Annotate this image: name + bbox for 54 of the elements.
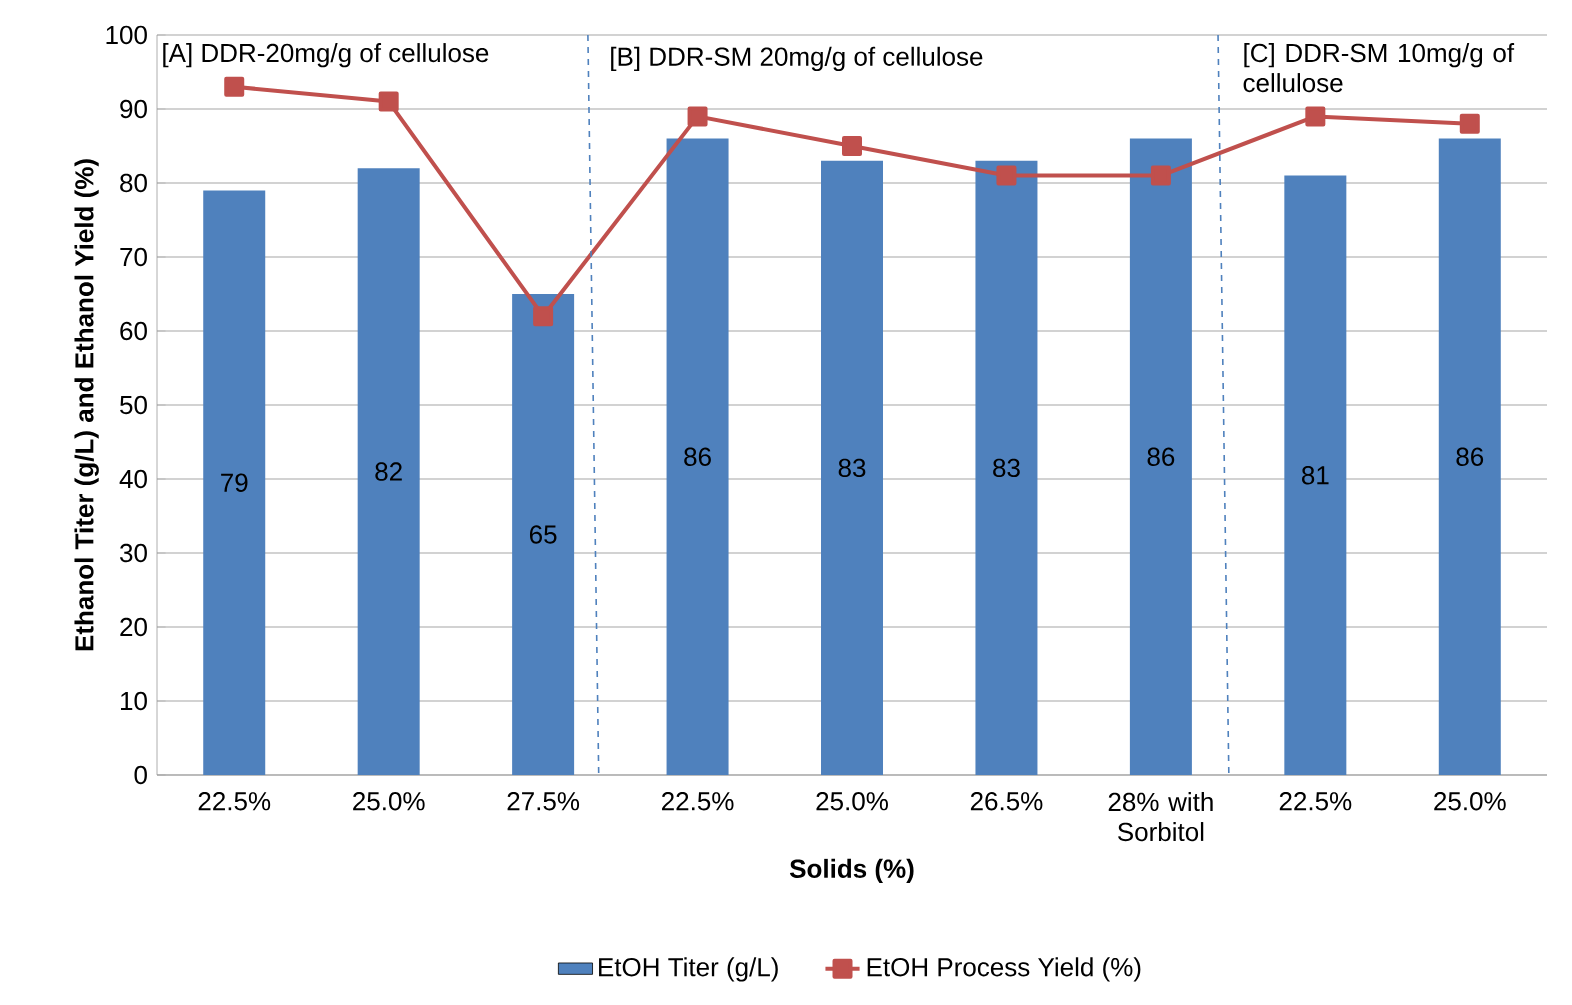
point: [996, 165, 1017, 186]
point: [1305, 106, 1326, 127]
bar: [203, 190, 266, 775]
x-axis-title: Solids (%): [789, 858, 914, 884]
y-tick-label: 70: [120, 247, 147, 267]
point: [1150, 165, 1171, 186]
x-tick-label: 25.0%: [353, 792, 425, 811]
point: [533, 306, 554, 327]
y-tick-label: 10: [121, 691, 147, 711]
x-tick-label: 25.0%: [816, 792, 888, 811]
y-tick-label: 50: [120, 395, 147, 415]
bar: [666, 138, 729, 775]
bar: [1438, 138, 1501, 775]
annotation: [B] DDR-SM 20mg/g of cellulose: [611, 46, 983, 72]
data-label: 83: [838, 458, 866, 478]
y-tick-label: 80: [120, 173, 147, 193]
point: [378, 91, 399, 112]
y-tick-label: 100: [106, 25, 147, 45]
x-tick-label: 22.5%: [1279, 792, 1352, 811]
bar: [357, 168, 420, 775]
annotation: [A] DDR-20mg/g of cellulose: [163, 43, 489, 68]
legend-label: EtOH Titer (g/L): [599, 957, 778, 982]
bar: [821, 160, 883, 775]
data-label: 86: [1147, 447, 1175, 466]
x-tick-label: 22.5%: [198, 792, 271, 811]
legend-label: EtOH Process Yield (%): [867, 957, 1141, 982]
data-label: 65: [529, 525, 557, 544]
y-tick-label: 20: [120, 617, 147, 637]
y-tick-label: 90: [120, 99, 147, 119]
y-tick-label: 0: [134, 765, 147, 785]
data-label: 82: [375, 462, 402, 481]
data-label: 81: [1302, 466, 1329, 485]
x-tick-label: 25.0%: [1434, 792, 1506, 811]
x-tick-label: 22.5%: [662, 792, 734, 811]
y-axis-title: Ethanol Titer (g/L) and Ethanol Yield (%): [74, 159, 99, 651]
point: [1459, 113, 1480, 134]
y-tick-label: 60: [120, 321, 147, 341]
data-label: 86: [684, 447, 711, 466]
bar: [975, 160, 1038, 775]
x-tick-label: 26.5%: [970, 792, 1043, 811]
bar: [1129, 138, 1192, 775]
bar: [512, 293, 575, 775]
data-label: 86: [1456, 447, 1484, 466]
point: [842, 135, 862, 156]
y-tick-label: 40: [119, 469, 147, 489]
y-tick-label: 30: [120, 543, 147, 563]
annotation: [C] DDR-SM 10mg/g of cellulose: [1243, 43, 1515, 93]
x-tick-label: 28% with Sorbitol: [1108, 792, 1213, 842]
x-tick-label: 27.5%: [507, 792, 580, 811]
data-label: 79: [221, 473, 248, 492]
bar: [1284, 175, 1347, 775]
point: [224, 76, 245, 97]
point: [687, 106, 708, 127]
data-label: 83: [993, 458, 1020, 478]
